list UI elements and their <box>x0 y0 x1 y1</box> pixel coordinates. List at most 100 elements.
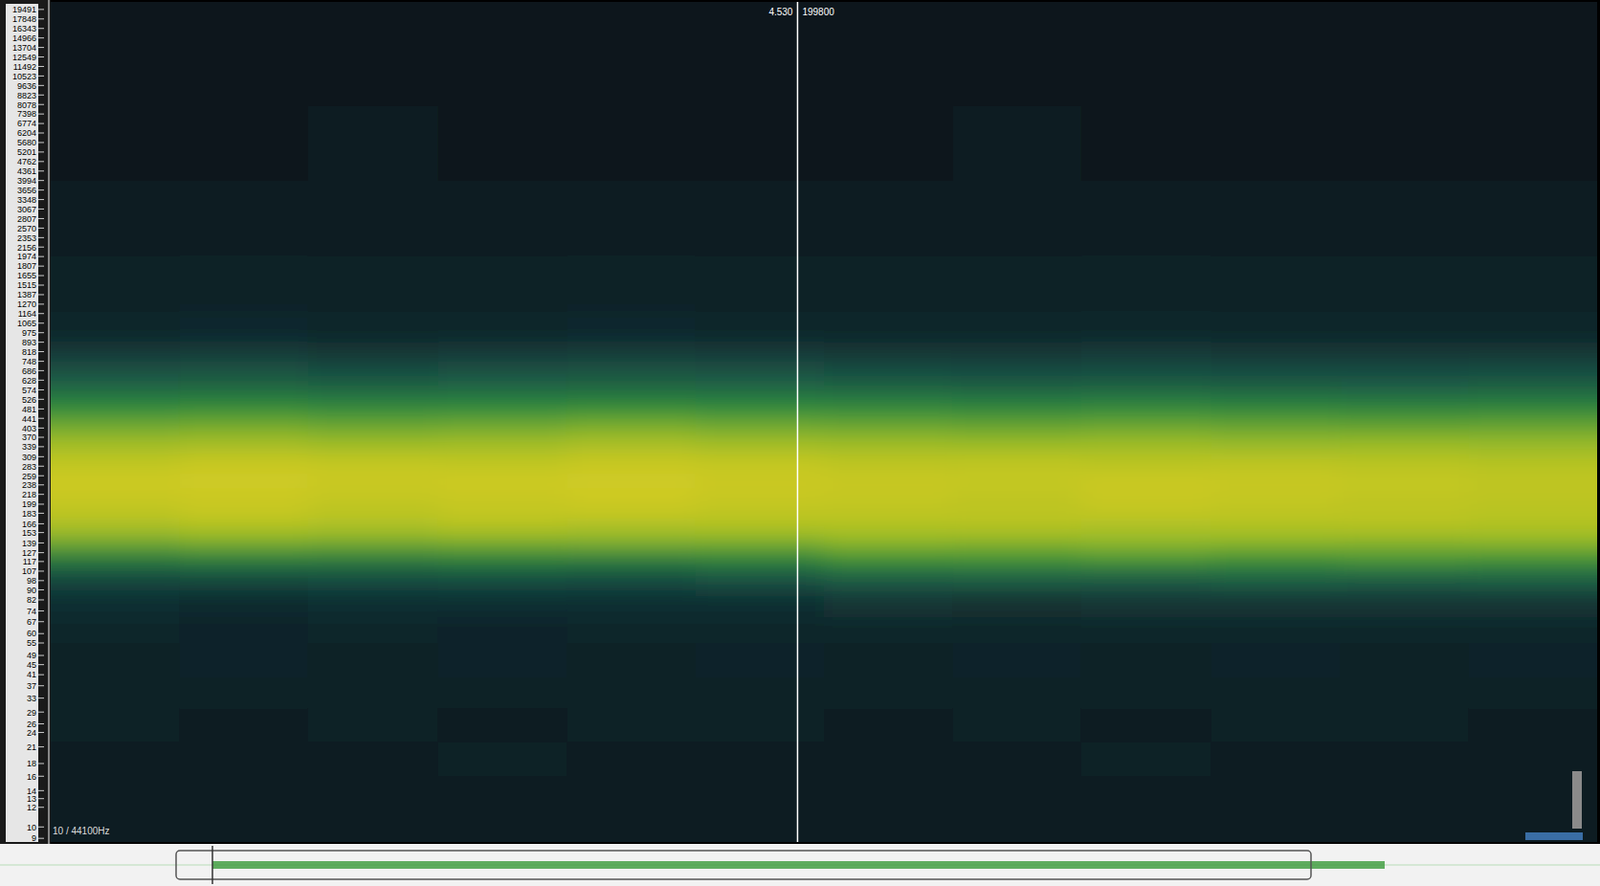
y-tick <box>38 512 45 514</box>
y-tick <box>38 484 45 486</box>
heatmap-cell <box>308 255 440 312</box>
heatmap-cell <box>823 1 954 107</box>
heatmap-cell <box>1081 708 1213 742</box>
y-tick-label: 98 <box>26 576 37 586</box>
heatmap-cell <box>308 807 440 843</box>
heatmap-cell <box>308 568 440 591</box>
heatmap-cell <box>50 517 180 535</box>
heatmap-cell <box>1468 677 1598 710</box>
heatmap-cell <box>952 398 1082 417</box>
heatmap-cell <box>1339 398 1469 417</box>
y-tick-label: 14966 <box>12 33 37 44</box>
y-tick-label: 238 <box>22 480 37 490</box>
y-tick <box>38 826 45 828</box>
y-tick-label: 3348 <box>17 195 37 205</box>
heatmap-cell <box>438 452 568 472</box>
heatmap-cell <box>438 589 568 618</box>
heatmap-cell <box>1339 310 1469 342</box>
heatmap-cell <box>178 434 309 454</box>
heatmap-cell <box>308 677 440 710</box>
heatmap-cell <box>566 776 696 808</box>
heatmap-cell <box>695 452 825 472</box>
heatmap-cell <box>1468 708 1598 742</box>
y-tick-label: 6204 <box>17 128 37 138</box>
heatmap-cell <box>1468 568 1598 591</box>
heatmap-cell <box>695 741 825 777</box>
heatmap-cell <box>308 434 440 454</box>
heatmap-cell <box>1211 416 1341 436</box>
heatmap-cell <box>952 550 1082 569</box>
heatmap-cell <box>566 381 696 400</box>
heatmap-cell <box>823 807 954 843</box>
heatmap-cell <box>50 643 180 678</box>
heatmap-cell <box>178 550 309 569</box>
heatmap-cell <box>308 1 440 107</box>
y-tick-label: 2570 <box>17 223 37 234</box>
heatmap-cell <box>1339 1 1469 107</box>
y-tick <box>38 322 45 324</box>
heatmap-cell <box>1468 617 1598 645</box>
heatmap-cells <box>50 1 1598 843</box>
heatmap-cell <box>50 776 180 808</box>
heatmap-cell <box>566 398 696 417</box>
heatmap-cell <box>695 105 825 181</box>
heatmap-cell <box>1081 434 1213 454</box>
heatmap-cell <box>566 807 696 843</box>
heatmap-cell <box>823 310 954 342</box>
heatmap-cell <box>1211 589 1341 618</box>
heatmap-cell <box>1339 179 1469 256</box>
heatmap-cell <box>50 452 180 472</box>
heatmap-cell <box>1468 105 1598 181</box>
y-tick <box>38 199 45 200</box>
y-tick <box>38 542 45 544</box>
heatmap-cell <box>178 568 309 591</box>
heatmap-cell <box>438 568 568 591</box>
y-tick-label: 17848 <box>12 14 37 24</box>
heatmap-cell <box>178 488 309 505</box>
y-tick-label: 55 <box>26 638 37 648</box>
heatmap-cell <box>823 398 954 417</box>
heatmap-cell <box>50 677 180 710</box>
heatmap-cell <box>178 741 309 777</box>
heatmap-cell <box>566 534 696 552</box>
y-tick-label: 975 <box>22 328 37 338</box>
heatmap-cell <box>1468 381 1598 400</box>
heatmap-cell <box>178 105 309 181</box>
y-tick <box>38 723 45 725</box>
heatmap-cell <box>695 677 825 710</box>
heatmap-cell <box>952 741 1082 777</box>
heatmap-cell <box>1211 534 1341 552</box>
heatmap-cell <box>308 452 440 472</box>
heatmap-cell <box>566 179 696 256</box>
heatmap-cell <box>695 643 825 678</box>
cursor-sample: 199800 <box>801 6 835 18</box>
heatmap-cell <box>50 434 180 454</box>
heatmap-cell <box>695 517 825 535</box>
heatmap-cell <box>566 255 696 312</box>
heatmap-cell <box>1468 310 1598 342</box>
y-tick <box>38 160 45 162</box>
y-tick <box>38 776 45 778</box>
heatmap-cell <box>438 550 568 569</box>
heatmap-cell <box>1211 179 1341 256</box>
y-tick-label: 339 <box>22 442 37 452</box>
y-tick <box>38 552 45 554</box>
heatmap-cell <box>1081 1 1213 107</box>
heatmap-cell <box>438 341 568 362</box>
heatmap-cell <box>1339 807 1469 843</box>
y-tick <box>38 674 45 676</box>
heatmap-cell <box>1468 341 1598 362</box>
overview-viewport <box>176 850 1312 880</box>
y-tick <box>38 437 45 439</box>
y-tick-label: 67 <box>26 617 37 627</box>
y-tick <box>38 655 45 657</box>
y-tick-label: 82 <box>26 595 37 605</box>
heatmap-cell <box>952 434 1082 454</box>
y-tick <box>38 113 45 115</box>
heatmap-cell <box>566 677 696 710</box>
y-tick-label: 259 <box>22 471 37 482</box>
heatmap-cell <box>1339 381 1469 400</box>
heatmap-cell <box>566 708 696 742</box>
y-tick <box>38 503 45 505</box>
heatmap-cell <box>1468 1 1598 107</box>
